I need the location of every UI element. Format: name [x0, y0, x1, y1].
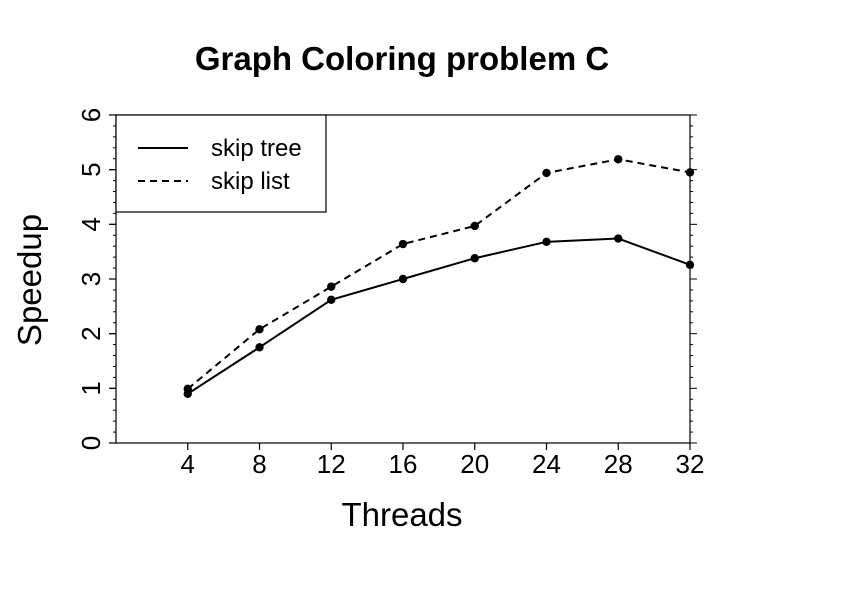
y-tick-label: 1 [76, 381, 106, 395]
y-tick-label: 2 [76, 326, 106, 340]
y-tick-label: 4 [76, 217, 106, 231]
data-point [614, 234, 623, 243]
data-point [398, 239, 408, 249]
series-layer [183, 155, 695, 398]
x-tick-label: 4 [181, 449, 195, 479]
y-tick-label: 0 [76, 436, 106, 450]
series-line [187, 237, 691, 395]
legend-box [115, 114, 327, 213]
data-point [685, 168, 695, 177]
data-point [542, 237, 551, 247]
x-tick-label: 20 [460, 449, 489, 479]
x-tick-label: 16 [389, 449, 418, 479]
x-tick-label: 32 [676, 449, 705, 479]
legend: skip tree skip list [115, 114, 327, 213]
series-line [187, 158, 691, 390]
data-point [470, 221, 479, 231]
y-axis-label: Speedup [11, 214, 48, 346]
data-point [327, 282, 336, 291]
chart-title: Graph Coloring problem C [195, 40, 609, 77]
series-skip-list [183, 155, 695, 394]
data-point [398, 274, 408, 284]
y-tick-label: 5 [76, 162, 106, 176]
data-point [255, 343, 264, 352]
data-point [255, 325, 264, 334]
legend-entry-label: skip list [211, 168, 290, 195]
data-point [183, 384, 192, 394]
x-axis-label: Threads [341, 496, 462, 533]
y-tick-label: 6 [76, 108, 106, 122]
x-tick-label: 24 [532, 449, 561, 479]
legend-entry-label: skip tree [211, 135, 302, 162]
data-point [685, 260, 695, 269]
x-tick-label: 8 [252, 449, 266, 479]
data-point [614, 155, 623, 164]
y-tick-label: 3 [76, 272, 106, 286]
series-skip-tree [183, 234, 695, 398]
data-point [327, 295, 336, 304]
x-tick-label: 28 [604, 449, 633, 479]
data-point [470, 254, 479, 263]
x-tick-label: 12 [317, 449, 346, 479]
data-point [542, 168, 551, 178]
